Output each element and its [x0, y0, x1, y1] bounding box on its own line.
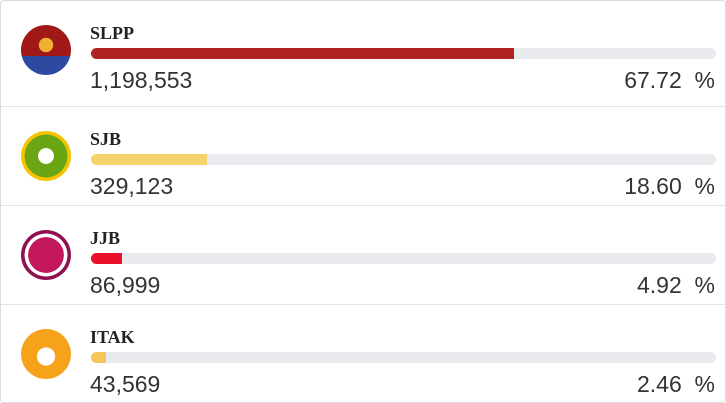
bar-track [91, 48, 716, 59]
party-row: SJB 329,123 18.60 % [1, 106, 725, 206]
vote-count: 329,123 [90, 173, 174, 199]
party-name: ITAK [90, 327, 135, 347]
percent-label: 4.92 % [637, 272, 715, 298]
vote-count: 43,569 [90, 371, 161, 397]
vote-count: 86,999 [90, 272, 161, 298]
bar [91, 48, 515, 59]
party-row: ITAK 43,569 2.46 % [1, 304, 725, 402]
bar-track [91, 352, 716, 363]
party-name: JJB [90, 228, 121, 248]
percent-label: 2.46 % [637, 371, 715, 397]
bar [91, 253, 122, 264]
percent-label: 67.72 % [624, 67, 715, 93]
party-name: SJB [90, 129, 122, 149]
bar [91, 154, 208, 165]
party-logo [21, 329, 71, 379]
bar-track [91, 253, 716, 264]
bar [91, 352, 107, 363]
bar-track [91, 154, 716, 165]
party-logo [21, 131, 71, 181]
percent-label: 18.60 % [624, 173, 715, 199]
party-name: SLPP [90, 23, 135, 43]
party-row: JJB 86,999 4.92 % [1, 205, 725, 305]
party-row: SLPP 1,198,553 67.72 % [1, 1, 725, 100]
vote-count: 1,198,553 [90, 67, 193, 93]
party-logo [21, 230, 71, 280]
party-logo [21, 25, 71, 75]
